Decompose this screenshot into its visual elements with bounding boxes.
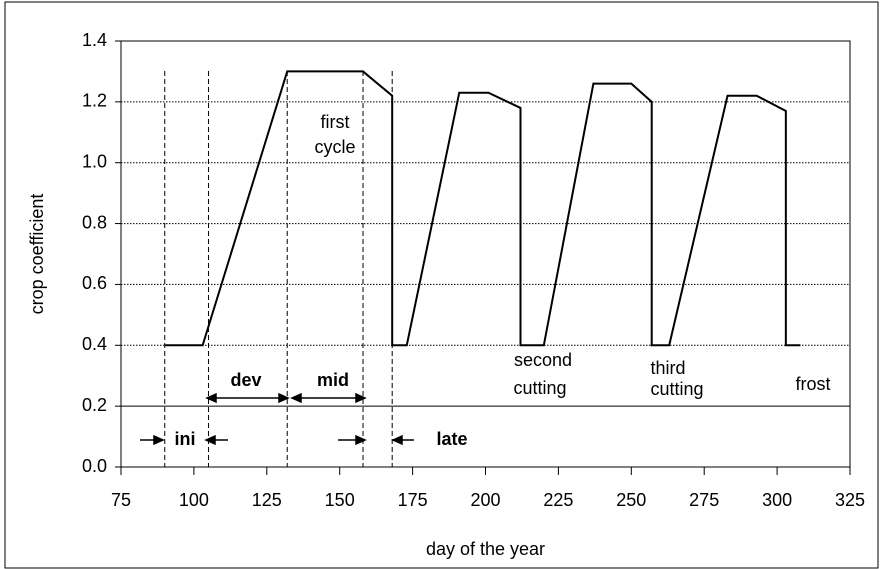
annotation: frost	[795, 374, 830, 394]
frame	[4, 1, 879, 569]
annotation: ini	[175, 429, 196, 449]
plot-area	[120, 40, 851, 468]
x-tick-label: 325	[835, 490, 865, 510]
x-tick-label: 225	[543, 490, 573, 510]
x-tick-label: 125	[252, 490, 282, 510]
y-tick-label: 0.4	[82, 334, 107, 354]
annotation: cutting	[513, 378, 566, 398]
y-tick-label: 0.0	[82, 456, 107, 476]
annotation: dev	[230, 370, 261, 390]
stage-arrows	[140, 392, 414, 446]
x-tick-label: 100	[179, 490, 209, 510]
x-tick-label: 275	[689, 490, 719, 510]
annotation: mid	[317, 370, 349, 390]
y-tick-label: 1.2	[82, 91, 107, 111]
x-axis-label: day of the year	[426, 539, 545, 559]
annotation: late	[436, 429, 467, 449]
annotation: cycle	[314, 137, 355, 157]
y-tick-label: 0.8	[82, 212, 107, 232]
x-tick-label: 250	[616, 490, 646, 510]
y-tick-label: 0.6	[82, 273, 107, 293]
annotation: third	[650, 358, 685, 378]
y-tick-label: 0.2	[82, 395, 107, 415]
x-tick-label: 75	[111, 490, 131, 510]
x-tick-label: 175	[398, 490, 428, 510]
series-line	[164, 70, 801, 347]
x-tick-label: 200	[470, 490, 500, 510]
y-tick-label: 1.0	[82, 151, 107, 171]
annotation: second	[514, 350, 572, 370]
y-axis-label: crop coefficient	[27, 194, 47, 315]
annotation: first	[321, 112, 350, 132]
y-tick-label: 1.4	[82, 30, 107, 50]
annotation: cutting	[650, 379, 703, 399]
x-tick-label: 300	[762, 490, 792, 510]
x-tick-label: 150	[325, 490, 355, 510]
